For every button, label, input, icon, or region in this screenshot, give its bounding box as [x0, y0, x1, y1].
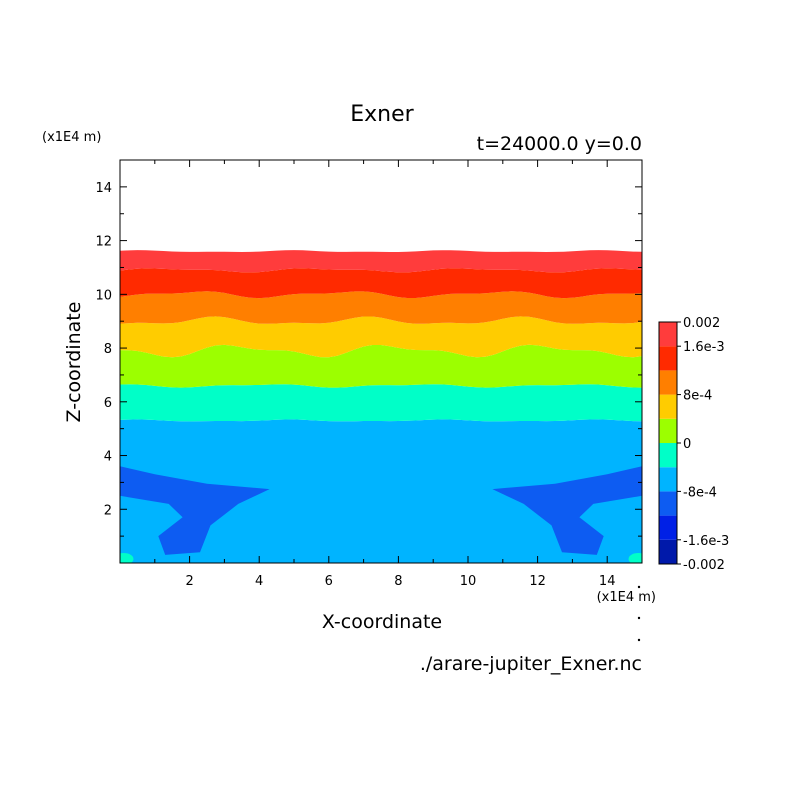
contour-patch	[120, 552, 134, 563]
contour-lobe	[492, 466, 642, 555]
colorbar-label: 0.002	[683, 316, 720, 331]
colorbar-label: -0.002	[683, 558, 725, 573]
contour-band	[120, 291, 642, 324]
chart-title: Exner	[350, 102, 414, 127]
colorbar-segment	[659, 539, 677, 564]
y-tick-label: 6	[104, 396, 112, 411]
colorbar-label: 0	[683, 437, 691, 452]
contour-band	[120, 419, 642, 563]
x-tick-label: 12	[529, 574, 546, 589]
source-filename: ./arare-jupiter_Exner.nc	[420, 653, 642, 675]
marker-dot	[637, 585, 641, 589]
contour-lobe	[120, 466, 270, 555]
y-tick-label: 8	[104, 342, 112, 357]
marker-dot	[637, 616, 641, 620]
y-axis-label: Z-coordinate	[63, 302, 85, 423]
contour-band	[120, 384, 642, 422]
colorbar-label: -8e-4	[683, 485, 717, 500]
chart-subtitle: t=24000.0 y=0.0	[477, 133, 642, 155]
contour-band	[120, 250, 642, 273]
marker-dot	[637, 638, 641, 642]
y-tick-label: 4	[104, 450, 112, 465]
x-tick-label: 10	[460, 574, 477, 589]
colorbar-label: -1.6e-3	[683, 534, 729, 549]
colorbar-segment	[659, 491, 677, 516]
colorbar-segment	[659, 346, 677, 371]
contour-band	[120, 268, 642, 299]
colorbar-segment	[659, 467, 677, 492]
plot-frame	[119, 159, 643, 564]
colorbar-segment	[659, 370, 677, 395]
x-tick-label: 4	[255, 574, 263, 589]
colorbar-segment	[659, 418, 677, 443]
x-tick-label: 14	[599, 574, 616, 589]
colorbar-segment	[659, 515, 677, 540]
y-tick-label: 10	[95, 288, 112, 303]
colorbar-label: 1.6e-3	[683, 340, 725, 355]
axis-ticks: 2 4 6 8 10 12 14 2 4 6 8 10 12 14	[95, 160, 642, 589]
y-tick-label: 12	[95, 235, 112, 250]
y-tick-label: 14	[95, 181, 112, 196]
x-tick-label: 6	[325, 574, 333, 589]
x-axis-label: X-coordinate	[322, 611, 442, 633]
contour-patch	[628, 552, 642, 563]
colorbar-segment	[659, 394, 677, 419]
y-unit-label: (x1E4 m)	[42, 130, 101, 145]
colorbar-label: 8e-4	[683, 389, 712, 404]
x-tick-label: 2	[185, 574, 193, 589]
colorbar-segment	[659, 322, 677, 347]
colorbar-segment	[659, 443, 677, 468]
x-tick-label: 8	[394, 574, 402, 589]
y-tick-label: 2	[104, 503, 112, 518]
x-unit-label: (x1E4 m)	[597, 590, 656, 605]
contour-fill-group	[120, 250, 642, 563]
contour-band	[120, 316, 642, 358]
contour-band	[120, 344, 642, 388]
colorbar: 0.002 1.6e-3 8e-4 0 -8e-4 -1.6e-3 -0.002	[658, 316, 729, 573]
